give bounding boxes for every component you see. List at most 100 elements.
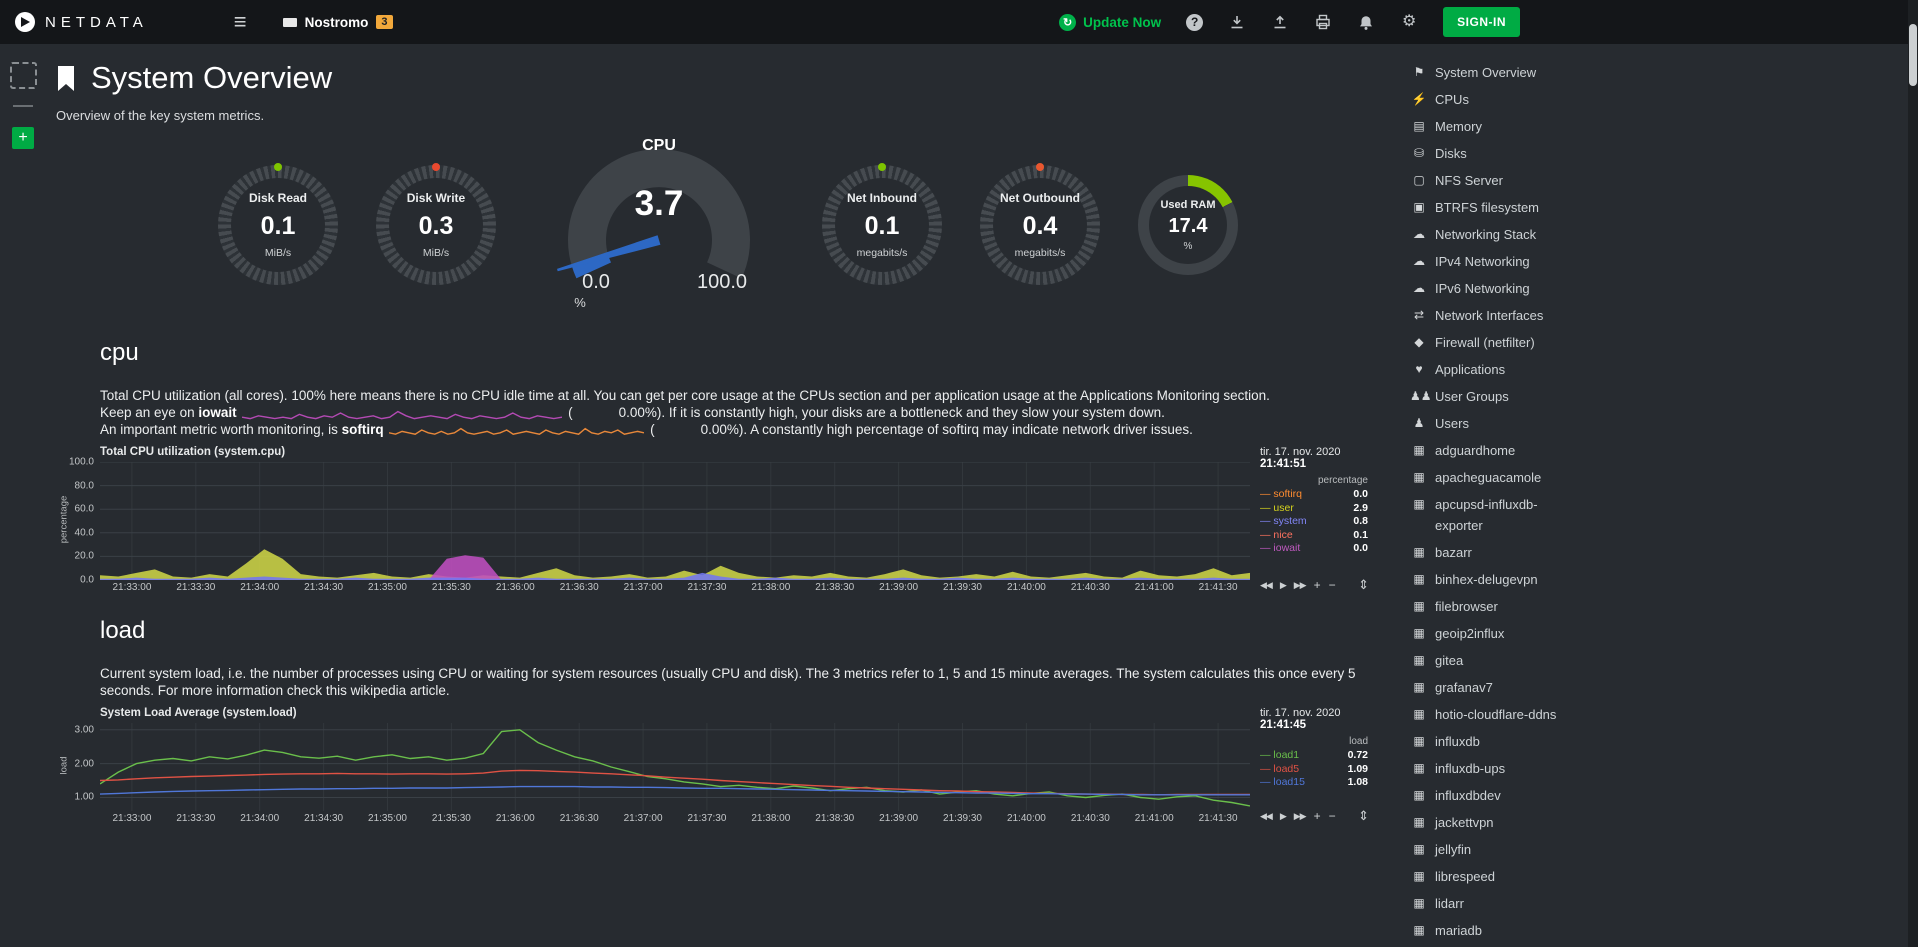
sign-in-button[interactable]: SIGN-IN [1443, 7, 1520, 37]
cpu-gauge-max: 100.0 [697, 271, 747, 293]
gauge-net-outbound[interactable]: Net Outbound 0.4 megabits/s [980, 163, 1100, 285]
sidebar-item-filebrowser[interactable]: ▦ filebrowser [1410, 596, 1908, 617]
grid-icon: ▦ [1413, 443, 1425, 457]
legend-row-user[interactable]: — user 2.9 [1260, 501, 1368, 514]
sidebar-item-disks[interactable]: ⛁ Disks [1410, 143, 1908, 164]
zoom-in-button[interactable]: + [1313, 578, 1321, 592]
sidebar-item-mariadb[interactable]: ▦ mariadb [1410, 920, 1908, 941]
resize-handle[interactable]: ⇕ [1358, 577, 1369, 592]
help-icon[interactable]: ? [1186, 13, 1204, 31]
load-section-heading: load [100, 617, 146, 644]
highlight-select-icon[interactable] [9, 62, 37, 89]
cpu-chart-canvas[interactable] [100, 462, 1250, 580]
legend-time: 21:41:51 [1260, 458, 1307, 470]
sidebar-item-influxdbdev[interactable]: ▦ influxdbdev [1410, 785, 1908, 806]
sidebar-item-lidarr[interactable]: ▦ lidarr [1410, 893, 1908, 914]
sidebar-item-binhex-delugevpn[interactable]: ▦ binhex-delugevpn [1410, 569, 1908, 590]
sidebar-item-apacheguacamole[interactable]: ▦ apacheguacamole [1410, 467, 1908, 488]
softirq-sparkline[interactable] [389, 423, 645, 437]
print-icon[interactable] [1314, 14, 1332, 30]
sidebar-item-label: Networking Stack [1435, 227, 1537, 242]
zoom-out-button[interactable]: − [1328, 809, 1336, 823]
add-button[interactable]: + [12, 127, 34, 149]
sidebar-item-label: binhex-delugevpn [1435, 572, 1538, 587]
gauge-cpu[interactable]: CPU 3.7 0.0 100.0 % [534, 135, 784, 316]
play-button[interactable]: ▶ [1279, 579, 1287, 590]
sidebar-item-btrfs-filesystem[interactable]: ▣ BTRFS filesystem [1410, 197, 1908, 218]
sidebar-item-ipv6-networking[interactable]: ☁ IPv6 Networking [1410, 278, 1908, 299]
sidebar-item-influxdb[interactable]: ▦ influxdb [1410, 731, 1908, 752]
sidebar-item-gitea[interactable]: ▦ gitea [1410, 650, 1908, 671]
menu-icon[interactable]: ≡ [233, 9, 247, 34]
legend-row-load15[interactable]: — load15 1.08 [1260, 776, 1368, 788]
sidebar-item-cpus[interactable]: ⚡ CPUs [1410, 89, 1908, 110]
load-chart-yaxis: 3.00 2.00 1.00 [74, 724, 94, 803]
sidebar-item-grafanav7[interactable]: ▦ grafanav7 [1410, 677, 1908, 698]
sidebar-item-memory[interactable]: ▤ Memory [1410, 116, 1908, 137]
sidebar-item-bazarr[interactable]: ▦ bazarr [1410, 542, 1908, 563]
sidebar-item-geoip2influx[interactable]: ▦ geoip2influx [1410, 623, 1908, 644]
load-chart-canvas[interactable] [100, 723, 1250, 811]
legend-row-load1[interactable]: — load1 0.72 [1260, 749, 1368, 761]
sidebar-item-label: hotio-cloudflare-ddns [1435, 707, 1557, 722]
iowait-sparkline[interactable] [242, 406, 563, 420]
gauge-value: 0.4 [1022, 212, 1058, 240]
sidebar-item-jellyfin[interactable]: ▦ jellyfin [1410, 839, 1908, 860]
gauge-unit: megabits/s [856, 247, 908, 259]
sidebar-item-label: Applications [1435, 362, 1506, 377]
gear-icon[interactable]: ⚙ [1401, 13, 1417, 30]
grid-icon: ▦ [1413, 545, 1425, 559]
sidebar-item-system-overview[interactable]: ⚑ System Overview [1410, 62, 1908, 83]
bell-icon[interactable] [1357, 14, 1375, 31]
sidebar-item-users[interactable]: ♟ Users [1410, 413, 1908, 434]
scrollbar-thumb[interactable] [1909, 24, 1917, 86]
update-now-button[interactable]: ↻ Update Now [1059, 13, 1161, 31]
gauges-row: Disk Read 0.1 MiB/s Disk Write 0.3 MiB/s [56, 135, 1400, 315]
resize-handle[interactable]: ⇕ [1358, 808, 1369, 823]
grid-icon: ▦ [1413, 815, 1425, 829]
sidebar-item-influxdb-ups[interactable]: ▦ influxdb-ups [1410, 758, 1908, 779]
sidebar-item-jackettvpn[interactable]: ▦ jackettvpn [1410, 812, 1908, 833]
sidebar-item-label: bazarr [1435, 545, 1472, 560]
pan-backward-button[interactable]: ◀◀ [1260, 810, 1273, 821]
legend-row-system[interactable]: — system 0.8 [1260, 515, 1368, 527]
pan-forward-button[interactable]: ▶▶ [1293, 579, 1307, 590]
sidebar-item-networking-stack[interactable]: ☁ Networking Stack [1410, 224, 1908, 245]
sidebar-item-hotio-cloudflare-ddns[interactable]: ▦ hotio-cloudflare-ddns [1410, 704, 1908, 725]
pan-forward-button[interactable]: ▶▶ [1293, 810, 1307, 821]
grid-icon: ▦ [1413, 707, 1425, 721]
sections-menu: ⚑ System Overview ⚡ CPUs ▤ Memory ⛁ Disks ▢ NFS S… [1400, 44, 1908, 947]
load-chart-legend: tir. 17. nov. 2020 21:41:45 load — load1 0.7… [1250, 707, 1369, 824]
page-header: System Overview [56, 60, 1400, 96]
sidebar-item-ipv4-networking[interactable]: ☁ IPv4 Networking [1410, 251, 1908, 272]
legend-row-nice[interactable]: — nice 0.1 [1260, 528, 1368, 541]
legend-row-softirq[interactable]: — softirq 0.0 [1260, 488, 1368, 500]
gauge-used-ram[interactable]: Used RAM 17.4 % [1138, 175, 1238, 275]
gauge-disk-read[interactable]: Disk Read 0.1 MiB/s [218, 163, 338, 285]
pan-backward-button[interactable]: ◀◀ [1260, 579, 1273, 590]
grid-icon: ▦ [1413, 761, 1425, 775]
sidebar-item-applications[interactable]: ♥ Applications [1410, 359, 1908, 380]
export-icon[interactable] [1271, 14, 1289, 30]
netdata-logo[interactable]: NETDATA [14, 11, 148, 33]
zoom-in-button[interactable]: + [1313, 809, 1321, 823]
sidebar-item-apcupsd-influxdb-exporter[interactable]: ▦ apcupsd-influxdb-exporter [1410, 494, 1908, 536]
gauge-net-inbound[interactable]: Net Inbound 0.1 megabits/s [822, 163, 942, 285]
topbar-actions: ↻ Update Now ? ⚙ SIGN-IN [1059, 7, 1520, 37]
import-icon[interactable] [1228, 14, 1246, 30]
load-chart-ylabel: load [58, 756, 70, 775]
sidebar-item-librespeed[interactable]: ▦ librespeed [1410, 866, 1908, 887]
sidebar-item-network-interfaces[interactable]: ⇄ Network Interfaces [1410, 305, 1908, 326]
legend-row-load5[interactable]: — load5 1.09 [1260, 762, 1368, 775]
sidebar-item-label: User Groups [1435, 389, 1509, 404]
zoom-out-button[interactable]: − [1328, 578, 1336, 592]
sidebar-item-firewall-netfilter-[interactable]: ◆ Firewall (netfilter) [1410, 332, 1908, 353]
gauge-disk-write[interactable]: Disk Write 0.3 MiB/s [376, 163, 496, 285]
legend-row-iowait[interactable]: — iowait 0.0 [1260, 542, 1368, 554]
sidebar-item-nfs-server[interactable]: ▢ NFS Server [1410, 170, 1908, 191]
sidebar-item-adguardhome[interactable]: ▦ adguardhome [1410, 440, 1908, 461]
play-button[interactable]: ▶ [1279, 810, 1287, 821]
page-scrollbar[interactable] [1908, 0, 1918, 947]
node-selector[interactable]: Nostromo 3 [282, 15, 393, 30]
sidebar-item-user-groups[interactable]: ♟♟ User Groups [1410, 386, 1908, 407]
